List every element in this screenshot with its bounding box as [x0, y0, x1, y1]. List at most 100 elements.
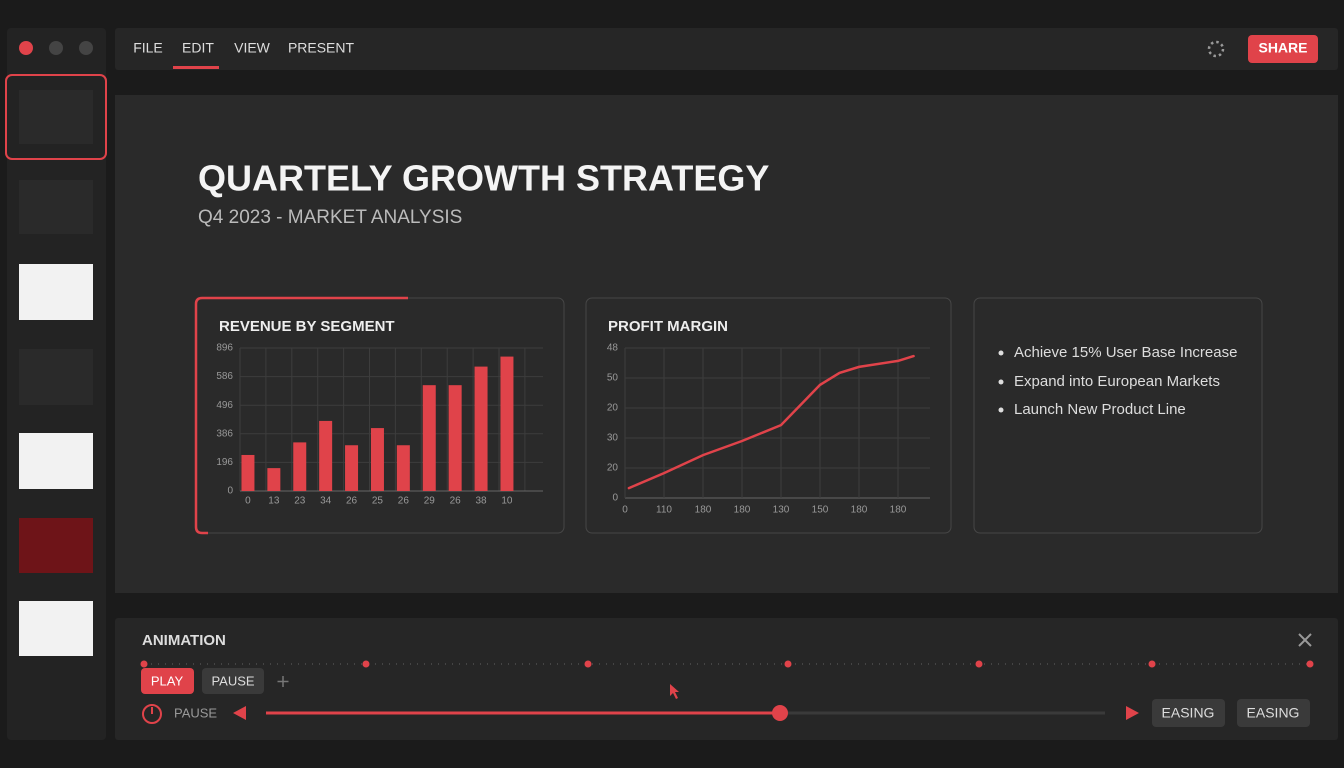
window-maximize[interactable]	[79, 41, 93, 55]
window-close[interactable]	[19, 41, 33, 55]
bar	[448, 385, 462, 491]
play-label[interactable]: PLAY	[151, 673, 184, 688]
bullet-dot	[998, 379, 1004, 385]
x-tick-label: 150	[812, 505, 829, 516]
menu-item[interactable]: PRESENT	[288, 40, 355, 56]
bar	[319, 420, 333, 491]
x-tick-label: 180	[734, 505, 751, 516]
x-tick-label: 29	[424, 496, 436, 507]
thumbnail[interactable]	[19, 90, 93, 144]
menu-item[interactable]: EDIT	[182, 40, 214, 56]
pause-button[interactable]	[202, 668, 264, 694]
keyframe[interactable]	[784, 660, 792, 668]
y-tick-label: 196	[216, 457, 233, 468]
keyframe[interactable]	[584, 660, 592, 668]
share-label[interactable]: SHARE	[1258, 40, 1307, 56]
x-tick-label: 26	[398, 496, 410, 507]
easing-label[interactable]: EASING	[1162, 705, 1215, 721]
play-button[interactable]	[141, 668, 194, 694]
easing-button[interactable]	[1237, 699, 1310, 727]
bullet: Achieve 15% User Base Increase	[1014, 344, 1237, 361]
card-accent	[194, 296, 408, 535]
keyframe[interactable]	[362, 660, 370, 668]
card	[585, 297, 952, 534]
thumbnail[interactable]	[19, 264, 93, 320]
keyframes	[140, 660, 1314, 668]
x-tick-label: 38	[475, 496, 487, 507]
slider-thumb[interactable]	[772, 705, 788, 721]
bar	[345, 445, 359, 491]
thumbnails	[19, 90, 93, 656]
x-tick-label: 26	[346, 496, 358, 507]
x-tick-label: 0	[245, 496, 251, 507]
x-tick-label: 23	[294, 496, 306, 507]
chart-title: REVENUE BY SEGMENT	[219, 318, 395, 335]
x-tick-label: 10	[501, 496, 513, 507]
cursor	[670, 684, 679, 699]
bullet-dot	[998, 350, 1004, 356]
menu-underline	[173, 66, 219, 69]
y-tick-label: 496	[216, 400, 233, 411]
y-tick-label: 30	[607, 433, 619, 444]
x-tick-label: 25	[372, 496, 384, 507]
y-tick-label: 50	[607, 373, 619, 384]
x-tick-label: 180	[890, 505, 907, 516]
thumbnail[interactable]	[19, 601, 93, 656]
slide	[115, 95, 1338, 593]
bar	[396, 445, 410, 491]
bullet: Launch New Product Line	[1014, 401, 1186, 418]
x-tick-label: 26	[450, 496, 462, 507]
bar	[241, 454, 255, 491]
bullets: Achieve 15% User Base Increase Expand in…	[998, 344, 1237, 418]
y-tick-label: 0	[227, 486, 233, 497]
x-tick-label: 180	[851, 505, 868, 516]
bar	[267, 468, 281, 491]
y-tick-label: 386	[216, 428, 233, 439]
next-button[interactable]	[1126, 706, 1139, 720]
easing-label[interactable]: EASING	[1247, 705, 1300, 721]
animation-title: ANIMATION	[142, 632, 226, 649]
share-button[interactable]	[1248, 35, 1318, 63]
bar	[474, 366, 488, 491]
line	[627, 354, 915, 490]
y-tick-label: 586	[216, 371, 233, 382]
bullet: Expand into European Markets	[1014, 373, 1220, 390]
y-tick-label: 20	[607, 463, 619, 474]
close-button[interactable]	[1298, 633, 1312, 647]
thumbnail-selected[interactable]	[5, 74, 107, 160]
thumbnail[interactable]	[19, 518, 93, 573]
window-minimize[interactable]	[49, 41, 63, 55]
thumbnail[interactable]	[19, 180, 93, 234]
y-tick-label: 0	[612, 493, 618, 504]
state-label: PAUSE	[174, 705, 217, 720]
x-tick-label: 130	[773, 505, 790, 516]
slide-subtitle: Q4 2023 - MARKET ANALYSIS	[198, 207, 462, 228]
x-tick-label: 0	[622, 505, 628, 516]
bar	[293, 442, 307, 491]
keyframe[interactable]	[1148, 660, 1156, 668]
power-icon[interactable]	[142, 704, 162, 724]
keyframe[interactable]	[1306, 660, 1314, 668]
x-tick-label: 110	[656, 505, 672, 516]
bar	[500, 356, 514, 491]
keyframe[interactable]	[140, 660, 148, 668]
thumbnail[interactable]	[19, 433, 93, 489]
menu-item[interactable]: FILE	[133, 40, 163, 56]
easing-button[interactable]	[1152, 699, 1225, 727]
y-tick-label: 48	[607, 343, 619, 354]
chart-title: PROFIT MARGIN	[608, 318, 728, 335]
bullet-dot	[998, 407, 1004, 413]
prev-button[interactable]	[233, 706, 246, 720]
pause-label[interactable]: PAUSE	[211, 673, 254, 688]
card	[973, 297, 1263, 534]
add-button[interactable]	[277, 676, 289, 687]
x-tick-label: 180	[695, 505, 712, 516]
bar	[370, 428, 384, 491]
spinner	[1207, 40, 1225, 58]
thumbnail[interactable]	[19, 349, 93, 405]
keyframe[interactable]	[975, 660, 983, 668]
y-tick-label: 20	[607, 403, 619, 414]
menu-item[interactable]: VIEW	[234, 40, 271, 56]
bar	[422, 385, 436, 491]
